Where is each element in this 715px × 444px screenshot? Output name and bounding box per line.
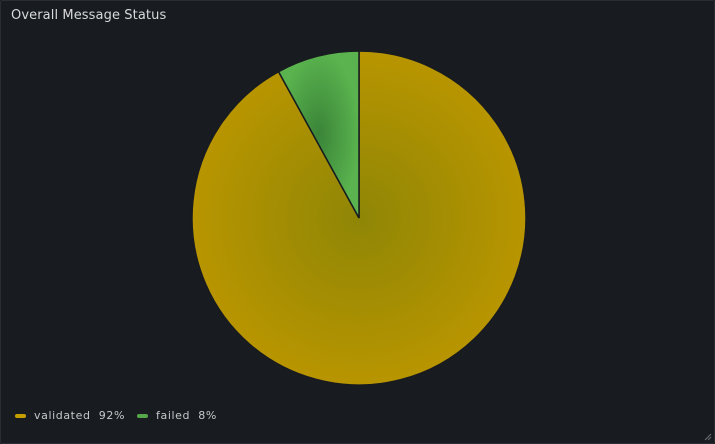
legend-label-validated: validated 92% xyxy=(34,409,125,422)
legend-swatch-validated xyxy=(15,413,26,418)
legend-label-failed: failed 8% xyxy=(156,409,217,422)
legend-swatch-failed xyxy=(137,413,148,418)
panel-title[interactable]: Overall Message Status xyxy=(11,8,167,23)
legend: validated 92% failed 8% xyxy=(15,409,229,422)
resize-handle-icon[interactable] xyxy=(704,433,712,441)
pie-slice-failed[interactable] xyxy=(277,50,360,219)
legend-item-validated[interactable]: validated 92% xyxy=(15,409,125,422)
legend-item-failed[interactable]: failed 8% xyxy=(137,409,217,422)
